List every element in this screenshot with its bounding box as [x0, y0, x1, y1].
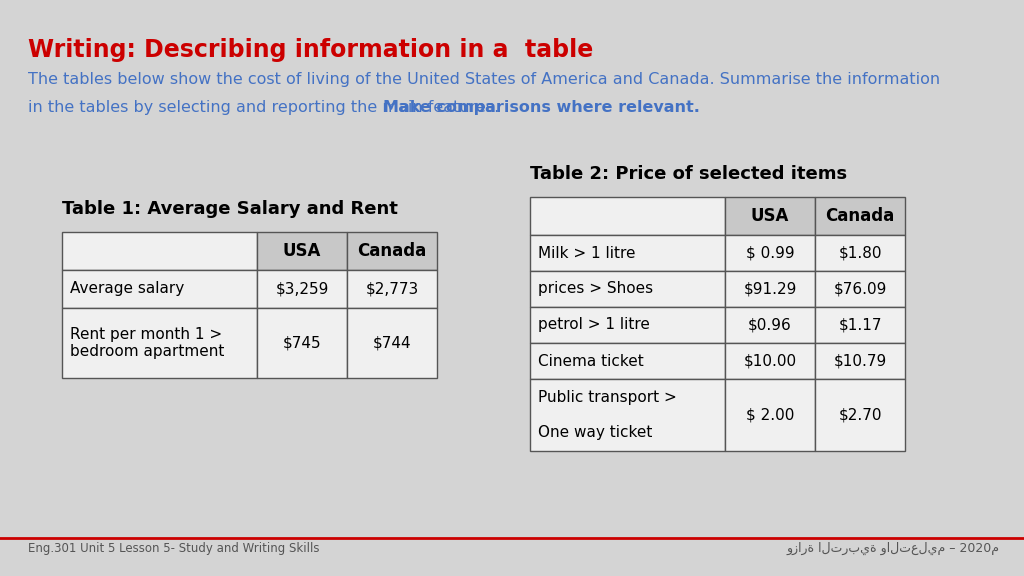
Bar: [815, 235, 905, 271]
Text: Table 2: Price of selected items: Table 2: Price of selected items: [530, 165, 847, 183]
Text: $1.80: $1.80: [839, 245, 882, 260]
Text: $2.70: $2.70: [839, 407, 882, 423]
Bar: [530, 271, 725, 307]
Text: $744: $744: [373, 335, 412, 351]
Bar: [257, 270, 347, 308]
Bar: [530, 379, 725, 451]
Bar: [725, 379, 815, 451]
Bar: [347, 232, 437, 270]
Bar: [815, 271, 905, 307]
Text: $3,259: $3,259: [275, 282, 329, 297]
Text: $76.09: $76.09: [834, 282, 887, 297]
Text: Cinema ticket: Cinema ticket: [538, 354, 644, 369]
Text: $10.00: $10.00: [743, 354, 797, 369]
Text: Canada: Canada: [825, 207, 895, 225]
Text: USA: USA: [751, 207, 790, 225]
Bar: [530, 343, 725, 379]
Text: Table 1: Average Salary and Rent: Table 1: Average Salary and Rent: [62, 200, 398, 218]
Bar: [530, 197, 725, 235]
Text: Milk > 1 litre: Milk > 1 litre: [538, 245, 636, 260]
Text: Average salary: Average salary: [70, 282, 184, 297]
Text: petrol > 1 litre: petrol > 1 litre: [538, 317, 650, 332]
Text: $0.96: $0.96: [749, 317, 792, 332]
Bar: [347, 308, 437, 378]
Bar: [725, 343, 815, 379]
Text: Public transport >

One way ticket: Public transport > One way ticket: [538, 390, 677, 440]
Bar: [725, 271, 815, 307]
Bar: [815, 197, 905, 235]
Bar: [62, 232, 257, 270]
Text: $745: $745: [283, 335, 322, 351]
Text: in the tables by selecting and reporting the main features.: in the tables by selecting and reporting…: [28, 100, 505, 115]
Text: Rent per month 1 >
bedroom apartment: Rent per month 1 > bedroom apartment: [70, 327, 224, 359]
Bar: [62, 308, 257, 378]
Text: Canada: Canada: [357, 242, 427, 260]
Text: $91.29: $91.29: [743, 282, 797, 297]
Bar: [815, 379, 905, 451]
Text: USA: USA: [283, 242, 322, 260]
Text: Writing: Describing information in a  table: Writing: Describing information in a tab…: [28, 38, 593, 62]
Text: Eng.301 Unit 5 Lesson 5- Study and Writing Skills: Eng.301 Unit 5 Lesson 5- Study and Writi…: [28, 542, 319, 555]
Bar: [257, 232, 347, 270]
Bar: [62, 270, 257, 308]
Text: $2,773: $2,773: [366, 282, 419, 297]
Bar: [530, 307, 725, 343]
Bar: [725, 235, 815, 271]
Text: $ 0.99: $ 0.99: [745, 245, 795, 260]
Text: وزارة التربية والتعليم – 2020م: وزارة التربية والتعليم – 2020م: [787, 542, 1000, 555]
Text: $ 2.00: $ 2.00: [745, 407, 795, 423]
Text: Make comparisons where relevant.: Make comparisons where relevant.: [383, 100, 699, 115]
Bar: [815, 343, 905, 379]
Bar: [530, 235, 725, 271]
Text: $10.79: $10.79: [834, 354, 887, 369]
Bar: [815, 307, 905, 343]
Bar: [725, 307, 815, 343]
Text: $1.17: $1.17: [839, 317, 882, 332]
Text: prices > Shoes: prices > Shoes: [538, 282, 653, 297]
Bar: [257, 308, 347, 378]
Bar: [725, 197, 815, 235]
Bar: [347, 270, 437, 308]
Text: The tables below show the cost of living of the United States of America and Can: The tables below show the cost of living…: [28, 72, 940, 87]
